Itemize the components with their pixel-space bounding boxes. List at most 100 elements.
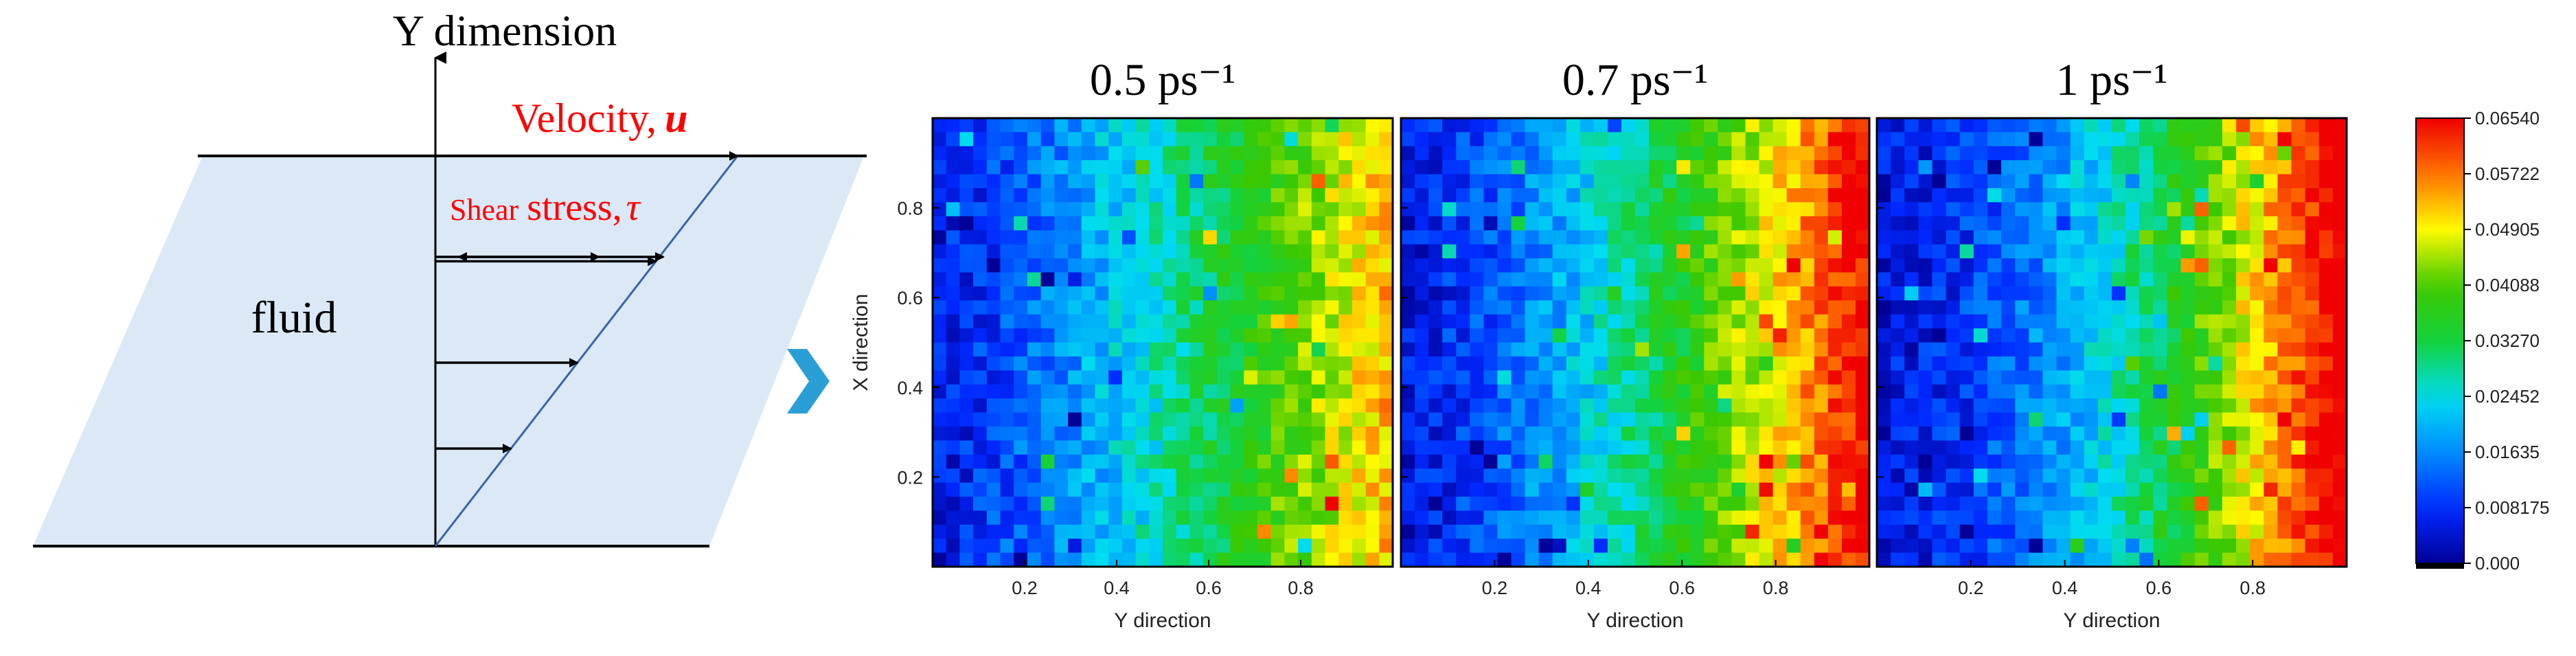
heatmap-cell — [1841, 342, 1856, 357]
heatmap-cell — [1987, 356, 2002, 372]
heatmap-cell — [1325, 552, 1339, 567]
heatmap-cell — [1270, 286, 1286, 302]
heatmap-cell — [1538, 384, 1553, 399]
heatmap-cell — [2015, 230, 2030, 245]
heatmap-cell — [1176, 202, 1191, 217]
heatmap-cell — [1566, 272, 1581, 287]
heatmap-cell — [1216, 497, 1231, 512]
heatmap-cell — [2097, 132, 2112, 147]
heatmap-cell — [2084, 174, 2099, 189]
heatmap-cell — [1731, 510, 1746, 525]
heatmap-cell — [1973, 258, 1988, 273]
heatmap-cell — [1121, 118, 1137, 133]
heatmap-cell — [1121, 188, 1137, 203]
heatmap-cell — [1635, 314, 1650, 329]
heatmap-cell — [1135, 230, 1150, 245]
heatmap-cell — [2097, 384, 2112, 399]
heatmap-cell — [2250, 539, 2265, 554]
heatmap-cell — [1731, 174, 1746, 189]
heatmap-cell — [1580, 398, 1595, 414]
heatmap-cell — [1497, 272, 1512, 287]
heatmap-cell — [2125, 300, 2140, 315]
heatmap-cell — [1081, 146, 1096, 161]
heatmap-cell — [1027, 342, 1042, 357]
heatmap-cell — [2194, 454, 2209, 469]
heatmap-cell — [2236, 272, 2250, 287]
heatmap-cell — [2015, 552, 2030, 567]
heatmap-cell — [2001, 426, 2016, 442]
heatmap-cell — [1135, 497, 1150, 512]
heatmap-cell — [1298, 314, 1312, 329]
heatmap-cell — [1338, 510, 1353, 525]
heatmap-cell — [1904, 384, 1919, 399]
heatmap-cell — [2139, 118, 2154, 133]
heatmap-cell — [1352, 384, 1367, 399]
velocity-text: Velocity, — [512, 95, 657, 141]
heatmap-cell — [1189, 146, 1204, 161]
heatmap-cell — [2125, 342, 2140, 357]
heatmap-cell — [1014, 539, 1028, 554]
heatmap-cell — [1163, 412, 1177, 427]
chevron-right-icon — [787, 349, 830, 414]
heatmap-cell — [2167, 524, 2182, 539]
heatmap-cell — [1946, 272, 1961, 287]
heatmap-cell — [1841, 188, 1856, 203]
heatmap-cell — [2029, 497, 2044, 512]
heatmap-cell — [1298, 328, 1312, 343]
heatmap-cell — [2332, 497, 2347, 512]
heatmap-cell — [1745, 412, 1760, 427]
heatmap-cell — [1580, 216, 1595, 231]
heatmap-cell — [1973, 440, 1988, 455]
heatmap-cell — [946, 286, 961, 302]
heatmap-cell — [2318, 230, 2334, 245]
heatmap-cell — [1054, 146, 1069, 161]
heatmap-cell — [2318, 314, 2334, 329]
heatmap-cell — [1497, 244, 1512, 259]
heatmap-cell — [1987, 230, 2002, 245]
heatmap-cell — [1635, 258, 1650, 273]
heatmap-cell — [2236, 300, 2250, 315]
heatmap-cell — [2001, 286, 2016, 302]
heatmap-cell — [1635, 384, 1650, 399]
heatmap-cell — [2208, 454, 2223, 469]
colorbar-tick-label: 0.01635 — [2475, 442, 2540, 462]
heatmap-cell — [1121, 230, 1137, 245]
heatmap-cell — [1203, 384, 1218, 399]
heatmap-cell — [1759, 286, 1774, 302]
heatmap-cell — [2015, 286, 2030, 302]
heatmap-cell — [1415, 412, 1429, 427]
heatmap-cell — [2015, 524, 2030, 539]
heatmap-cell — [1511, 370, 1526, 385]
heatmap-cell — [1731, 118, 1746, 133]
heatmap-cell — [1786, 188, 1801, 203]
heatmap-cell — [2222, 118, 2237, 133]
heatmap-cell — [1959, 188, 1974, 203]
heatmap-cell — [1959, 356, 1974, 372]
heatmap-cell — [2277, 497, 2292, 512]
heatmap-cell — [1216, 454, 1231, 469]
heatmap-cell — [1497, 398, 1512, 414]
heatmap-cell — [1814, 468, 1829, 484]
heatmap-cell — [1081, 188, 1096, 203]
heatmap-cell — [1855, 258, 1869, 273]
heatmap-cell — [1027, 174, 1042, 189]
heatmap-cell — [1203, 244, 1218, 259]
heatmap-cell — [1108, 412, 1123, 427]
heatmap-cell — [1014, 482, 1028, 497]
heatmap-cell — [1365, 356, 1380, 372]
heatmap-cell — [1149, 370, 1163, 385]
heatmap-cell — [1442, 510, 1457, 525]
heatmap-cell — [1932, 132, 1947, 147]
heatmap-cell — [1841, 539, 1856, 554]
heatmap-cell — [1552, 258, 1567, 273]
heatmap-cell — [1841, 482, 1856, 497]
heatmap-cell — [1932, 468, 1947, 484]
heatmap-cell — [2001, 328, 2016, 343]
heatmap-cell — [1552, 539, 1567, 554]
heatmap-cell — [1176, 552, 1191, 567]
heatmap-cell — [1068, 202, 1082, 217]
heatmap-cell — [2056, 497, 2071, 512]
heatmap-cell — [1270, 552, 1286, 567]
heatmap-cell — [1284, 258, 1299, 273]
heatmap-cell — [1814, 524, 1829, 539]
